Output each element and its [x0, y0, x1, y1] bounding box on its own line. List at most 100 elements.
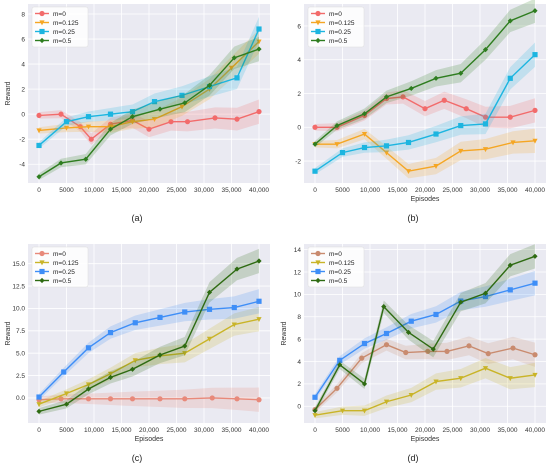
data-point [234, 396, 240, 402]
confidence-band [39, 387, 259, 412]
data-point [58, 396, 64, 402]
x-tick-label: 30,000 [194, 427, 214, 434]
data-point [107, 374, 114, 380]
chart-panel-a: -4 -2 0 2 4 6 8 0 5000 10,000 15,000 20,000 25,000 30… [5, 4, 270, 194]
legend-label: m=0.5 [53, 278, 72, 285]
x-axis-label: Episodes [135, 436, 164, 443]
data-point [157, 314, 163, 320]
legend-marker [39, 250, 45, 257]
y-tick-label: 4 [21, 61, 25, 68]
series-b-3 [312, 0, 538, 148]
legend-marker [315, 268, 321, 275]
legend-label: m=0.125 [329, 260, 355, 267]
data-point [383, 94, 390, 100]
data-point [132, 358, 138, 364]
data-point [334, 122, 340, 129]
data-point [532, 138, 538, 144]
x-tick-label: 25,000 [443, 427, 463, 434]
data-point [532, 352, 538, 358]
x-tick-label: 15,000 [112, 187, 132, 194]
legend-box [31, 246, 89, 288]
data-point [36, 402, 42, 408]
data-point [107, 111, 114, 117]
series-line [314, 10, 536, 145]
data-point [482, 121, 489, 127]
data-point [408, 85, 414, 92]
series-line [38, 110, 260, 141]
x-tick-label: 0 [313, 427, 317, 434]
data-point [507, 18, 513, 24]
data-point [36, 394, 42, 400]
y-tick-label: 4 [297, 57, 301, 64]
confidence-band [39, 99, 259, 145]
data-point [85, 386, 92, 392]
y-tick-label: 6 [297, 23, 301, 30]
data-point [359, 355, 365, 361]
data-point [206, 336, 213, 342]
data-point [157, 352, 163, 358]
legend-label: m=0.5 [53, 38, 72, 45]
legend-marker [39, 37, 45, 44]
data-point [425, 348, 431, 354]
data-point [36, 174, 42, 180]
y-axis-label: Reward [5, 81, 12, 105]
series-line [315, 133, 536, 172]
data-point [458, 70, 464, 76]
data-point [312, 413, 318, 419]
data-point [337, 362, 343, 368]
confidence-band [39, 248, 259, 415]
legend-box [31, 6, 89, 48]
y-tick-label: 14 [294, 247, 302, 254]
data-point [312, 141, 318, 147]
confidence-band [315, 270, 535, 401]
x-tick-label: 0 [37, 187, 41, 194]
y-tick-label: 6 [297, 336, 301, 343]
series-b-1 [312, 128, 538, 179]
data-point [256, 26, 262, 32]
x-tick-label: 35,000 [498, 187, 518, 194]
x-tick-label: 25,000 [167, 187, 187, 194]
y-tick-label: 0 [21, 111, 25, 118]
data-point [157, 106, 163, 112]
data-point [88, 136, 94, 142]
data-point [182, 309, 188, 315]
x-tick-label: 20,000 [415, 187, 435, 194]
y-tick-label: 12 [294, 269, 302, 276]
confidence-band [315, 0, 535, 148]
series-line [314, 367, 536, 416]
data-point [433, 75, 439, 81]
y-tick-label: -4 [19, 162, 25, 169]
data-point [256, 258, 262, 264]
data-point [433, 131, 439, 137]
legend-marker [39, 28, 45, 35]
data-point [63, 125, 70, 131]
data-point [312, 408, 318, 414]
data-point [361, 144, 368, 151]
data-point [381, 304, 387, 310]
data-point [361, 381, 368, 387]
chart-panel-b: -2 0 2 4 6 0 5000 10,000 15,000 20,000 25,000 30,00… [295, 0, 546, 203]
data-point [83, 156, 89, 162]
data-point [151, 117, 158, 123]
data-point [441, 97, 447, 103]
x-tick-label: 5000 [59, 427, 74, 434]
series-line [38, 48, 260, 178]
data-point [383, 342, 390, 348]
data-point [466, 343, 472, 349]
data-point [312, 394, 318, 400]
data-point [206, 306, 213, 312]
y-tick-label: 12.5 [12, 283, 25, 290]
data-point [107, 126, 114, 132]
data-point [63, 401, 70, 407]
data-point [256, 397, 262, 403]
data-point [182, 351, 188, 357]
x-tick-label: 40,000 [249, 427, 269, 434]
data-point [532, 280, 538, 286]
x-tick-label: 40,000 [525, 427, 545, 434]
x-tick-label: 10,000 [84, 427, 104, 434]
series-b-0 [312, 90, 538, 132]
series-line [38, 318, 260, 405]
data-point [256, 46, 262, 52]
data-point [256, 39, 262, 45]
caption-a: (a) [132, 213, 143, 223]
